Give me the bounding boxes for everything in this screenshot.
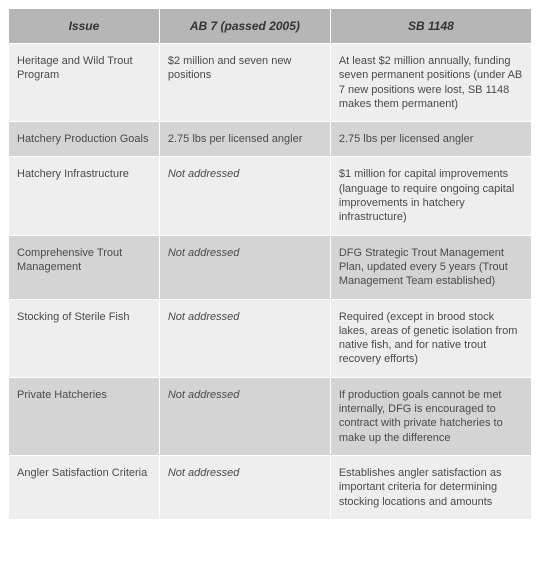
cell-ab7: Not addressed — [159, 377, 330, 455]
cell-sb1148: DFG Strategic Trout Management Plan, upd… — [330, 235, 531, 299]
column-header-issue: Issue — [9, 9, 160, 44]
table-row: Private HatcheriesNot addressedIf produc… — [9, 377, 532, 455]
cell-ab7: 2.75 lbs per licensed angler — [159, 122, 330, 157]
cell-sb1148: Establishes angler satisfaction as impor… — [330, 455, 531, 519]
cell-ab7: $2 million and seven new positions — [159, 44, 330, 122]
table-row: Hatchery InfrastructureNot addressed$1 m… — [9, 157, 532, 235]
cell-ab7: Not addressed — [159, 235, 330, 299]
column-header-sb1148: SB 1148 — [330, 9, 531, 44]
table-row: Hatchery Production Goals2.75 lbs per li… — [9, 122, 532, 157]
cell-sb1148: Required (except in brood stock lakes, a… — [330, 299, 531, 377]
cell-issue: Stocking of Sterile Fish — [9, 299, 160, 377]
table-row: Comprehensive Trout ManagementNot addres… — [9, 235, 532, 299]
cell-sb1148: If production goals cannot be met intern… — [330, 377, 531, 455]
cell-ab7: Not addressed — [159, 455, 330, 519]
cell-issue: Hatchery Production Goals — [9, 122, 160, 157]
cell-issue: Private Hatcheries — [9, 377, 160, 455]
cell-ab7: Not addressed — [159, 157, 330, 235]
table-row: Heritage and Wild Trout Program$2 millio… — [9, 44, 532, 122]
cell-sb1148: At least $2 million annually, funding se… — [330, 44, 531, 122]
table-row: Angler Satisfaction CriteriaNot addresse… — [9, 455, 532, 519]
comparison-table: IssueAB 7 (passed 2005)SB 1148 Heritage … — [8, 8, 532, 520]
cell-issue: Comprehensive Trout Management — [9, 235, 160, 299]
table-row: Stocking of Sterile FishNot addressedReq… — [9, 299, 532, 377]
cell-issue: Angler Satisfaction Criteria — [9, 455, 160, 519]
cell-issue: Hatchery Infrastructure — [9, 157, 160, 235]
cell-sb1148: 2.75 lbs per licensed angler — [330, 122, 531, 157]
cell-sb1148: $1 million for capital improvements (lan… — [330, 157, 531, 235]
cell-issue: Heritage and Wild Trout Program — [9, 44, 160, 122]
cell-ab7: Not addressed — [159, 299, 330, 377]
column-header-ab7: AB 7 (passed 2005) — [159, 9, 330, 44]
table-header: IssueAB 7 (passed 2005)SB 1148 — [9, 9, 532, 44]
table-body: Heritage and Wild Trout Program$2 millio… — [9, 44, 532, 520]
